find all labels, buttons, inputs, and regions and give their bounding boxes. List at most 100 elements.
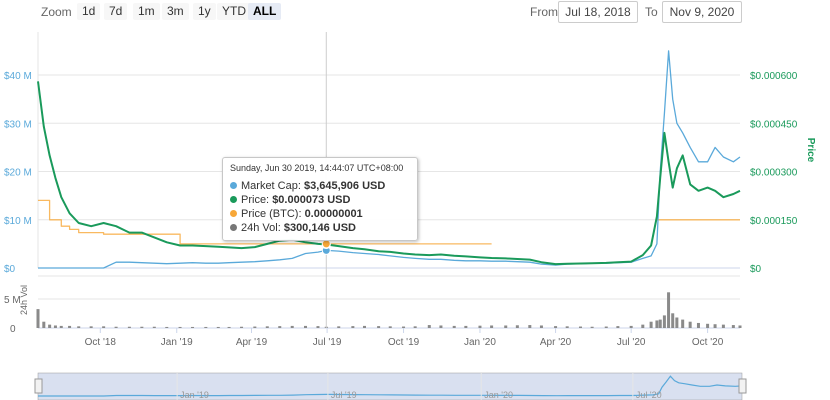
- volume-bar: [68, 325, 72, 328]
- zoom-7d-button[interactable]: 7d: [104, 3, 128, 20]
- chart-toolbar: Zoom 1d 7d 1m 3m 1y YTD ALL From Jul 18,…: [0, 0, 830, 26]
- volume-bar: [464, 325, 468, 328]
- series-line-price: [37, 81, 741, 266]
- volume-bar: [53, 325, 57, 328]
- zoom-ytd-button[interactable]: YTD: [217, 3, 251, 20]
- to-date-input[interactable]: Nov 9, 2020: [662, 1, 742, 23]
- left-tick-label: $10 M: [4, 216, 32, 227]
- volume-bar: [713, 324, 717, 328]
- volume-bar: [114, 326, 118, 328]
- zoom-1d-button[interactable]: 1d: [77, 3, 101, 20]
- volume-bar: [649, 321, 653, 328]
- volume-bar: [604, 326, 608, 328]
- right-tick-label: $0.000600: [750, 71, 798, 82]
- zoom-label: Zoom: [41, 5, 72, 19]
- volume-bar: [706, 323, 710, 328]
- volume-bar: [178, 326, 182, 328]
- volume-bar: [304, 325, 308, 328]
- tooltip-row-price: Price: $0.000073 USD: [230, 194, 350, 206]
- x-tick-label: Jan '19: [161, 337, 193, 348]
- volume-bar: [490, 325, 494, 328]
- navigator-tick-label: Jan '20: [484, 390, 513, 400]
- zoom-all-button[interactable]: ALL: [248, 3, 282, 20]
- price-dot-icon: [230, 196, 237, 203]
- volume-bar: [662, 315, 666, 328]
- left-axis: $0 $10 M $20 M $30 M $40 M: [4, 71, 32, 275]
- volume-bar: [439, 325, 443, 328]
- volume-bar: [688, 321, 692, 328]
- volume-bar: [528, 325, 532, 328]
- volume-bar: [655, 320, 659, 328]
- tooltip-header: Sunday, Jun 30 2019, 14:44:07 UTC+08:00: [230, 163, 404, 173]
- volume-bar: [152, 326, 156, 328]
- from-label: From: [530, 5, 558, 19]
- volume-axis-title: 24h Vol: [19, 285, 29, 315]
- left-tick-label: $40 M: [4, 71, 32, 82]
- volume-bar: [427, 325, 431, 328]
- right-axis: $0 $0.000150 $0.000300 $0.000450 $0.000600 Pr…: [750, 71, 816, 275]
- volume-bar: [227, 326, 231, 328]
- volume-bar: [738, 325, 742, 328]
- tooltip-row-price-btc: Price (BTC): 0.00000001: [230, 208, 363, 220]
- volume-dot-icon: [230, 224, 237, 231]
- volume-bar: [204, 326, 208, 328]
- volume-bar: [102, 326, 106, 328]
- volume-bar: [316, 326, 320, 328]
- volume-bar: [671, 313, 675, 328]
- volume-bar: [77, 326, 81, 328]
- right-tick-label: $0: [750, 264, 762, 275]
- x-tick-label: Oct '18: [85, 337, 117, 348]
- x-tick-label: Oct '19: [388, 337, 420, 348]
- volume-bar: [42, 321, 46, 328]
- volume-bar: [721, 324, 725, 328]
- volume-bar: [337, 326, 341, 328]
- navigator-right-handle[interactable]: [738, 378, 747, 394]
- series-lines: [37, 50, 741, 269]
- left-tick-label: $20 M: [4, 168, 32, 179]
- zoom-1m-button[interactable]: 1m: [133, 3, 160, 20]
- volume-bar: [565, 326, 569, 328]
- left-tick-label: $0: [4, 264, 16, 275]
- x-axis: Oct '18 Jan '19 Apr '19 Jul '19 Oct '19 Jan '…: [85, 328, 724, 348]
- chart-tooltip: Sunday, Jun 30 2019, 14:44:07 UTC+08:00 …: [222, 157, 418, 241]
- volume-bar: [278, 326, 282, 328]
- right-tick-label: $0.000300: [750, 168, 798, 179]
- series-line-market-cap: [38, 50, 741, 269]
- volume-bar: [515, 325, 519, 328]
- market-cap-dot-icon: [230, 182, 237, 189]
- volume-bar: [240, 326, 244, 328]
- zoom-3m-button[interactable]: 3m: [162, 3, 189, 20]
- volume-bar: [253, 326, 257, 328]
- volume-bar: [191, 326, 195, 328]
- zoom-1y-button[interactable]: 1y: [193, 3, 216, 20]
- volume-bar: [616, 326, 620, 328]
- volume-tick-label: 5 M: [4, 295, 21, 306]
- navigator-tick-label: Jul '20: [636, 390, 662, 400]
- tooltip-row-volume: 24h Vol: $300,146 USD: [230, 222, 356, 234]
- volume-tick-label: 0: [10, 324, 16, 335]
- volume-bar: [165, 326, 169, 328]
- navigator-left-handle[interactable]: [34, 378, 43, 394]
- left-tick-label: $30 M: [4, 119, 32, 130]
- navigator-tick-label: Jul '19: [331, 390, 357, 400]
- to-label: To: [645, 5, 658, 19]
- volume-bar: [641, 324, 645, 328]
- volume-bar: [402, 326, 406, 328]
- right-tick-label: $0.000150: [750, 216, 798, 227]
- volume-bar: [478, 325, 482, 328]
- volume-bar: [731, 325, 735, 328]
- volume-bar: [539, 325, 543, 328]
- volume-bar: [265, 326, 269, 328]
- volume-bar: [290, 325, 294, 328]
- volume-bar: [590, 326, 594, 328]
- volume-bar: [36, 309, 40, 328]
- volume-bar: [452, 325, 456, 328]
- volume-bar: [413, 326, 417, 328]
- volume-bar: [681, 319, 685, 328]
- volume-bar: [59, 325, 63, 328]
- from-date-input[interactable]: Jul 18, 2018: [558, 1, 638, 23]
- volume-bar: [216, 326, 220, 328]
- volume-bars: [36, 292, 742, 328]
